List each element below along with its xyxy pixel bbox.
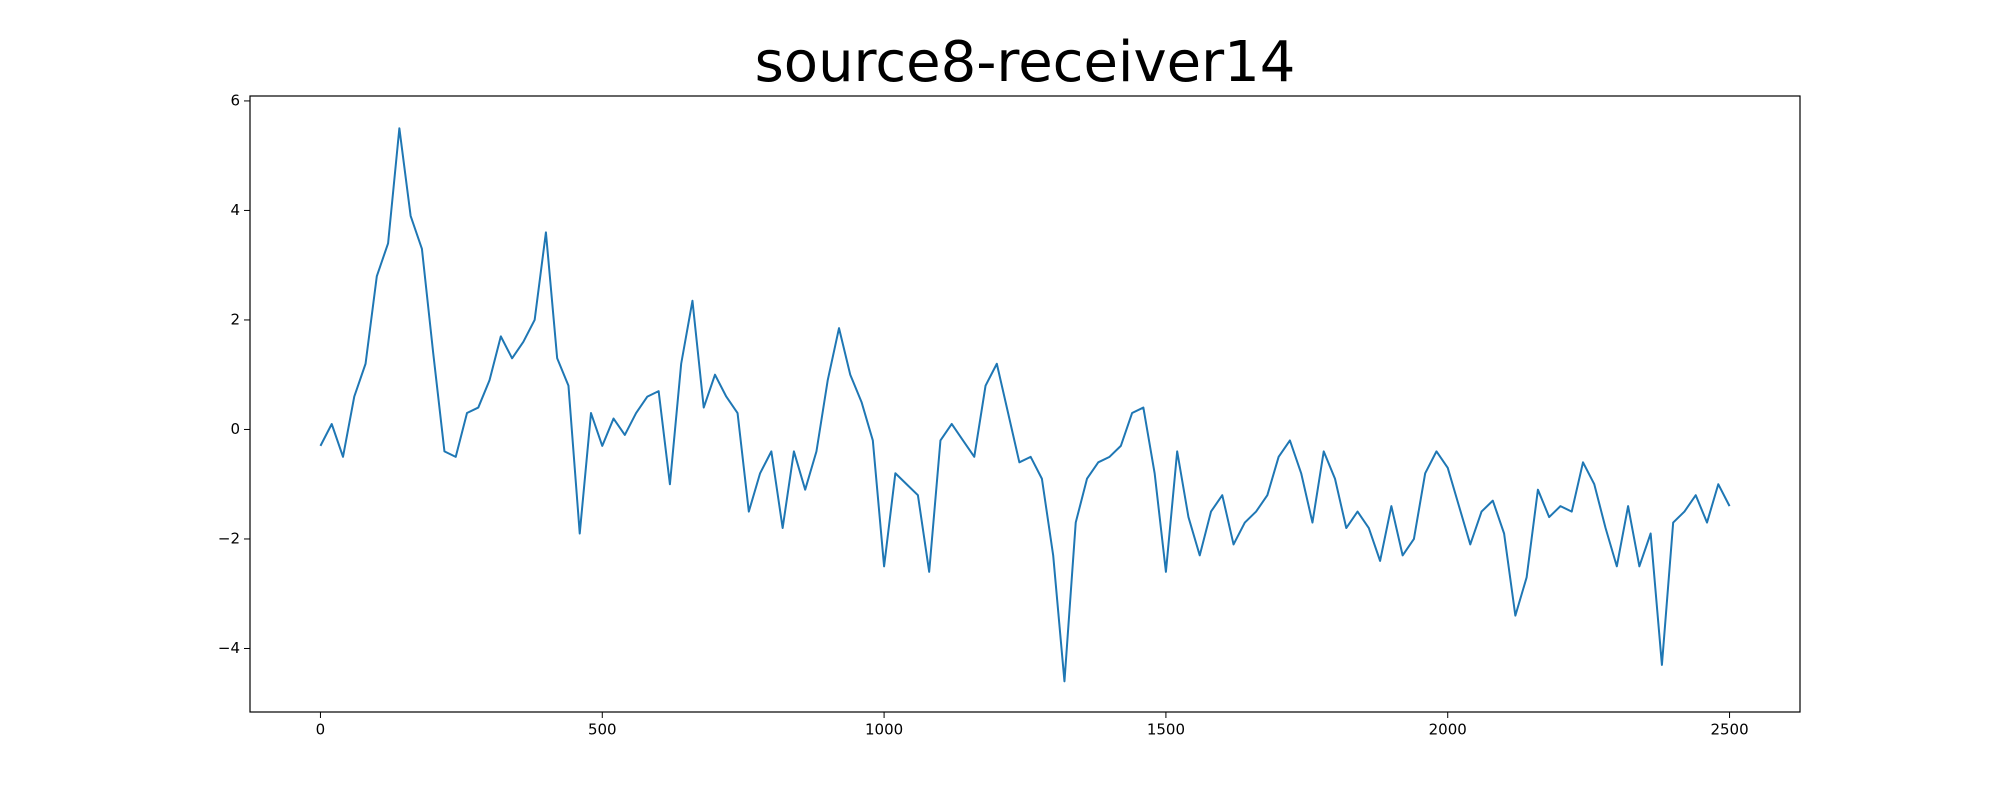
x-tick-label: 2000 — [1429, 721, 1467, 739]
x-tick-label: 1500 — [1147, 721, 1185, 739]
x-tick-label: 500 — [588, 721, 617, 739]
plot-frame — [249, 95, 1801, 713]
y-tick-label: −2 — [218, 529, 240, 547]
data-line — [319, 127, 1731, 683]
y-tick-label: −4 — [218, 639, 240, 657]
y-tick-label: 6 — [230, 91, 240, 109]
x-tick-label: 1000 — [865, 721, 903, 739]
x-tick-label: 2500 — [1710, 721, 1748, 739]
y-tick-label: 2 — [230, 310, 240, 328]
y-tick-label: 4 — [230, 201, 240, 219]
y-tick-label: 0 — [230, 420, 240, 438]
chart-title: source8-receiver14 — [755, 30, 1296, 95]
x-tick-label: 0 — [316, 721, 326, 739]
